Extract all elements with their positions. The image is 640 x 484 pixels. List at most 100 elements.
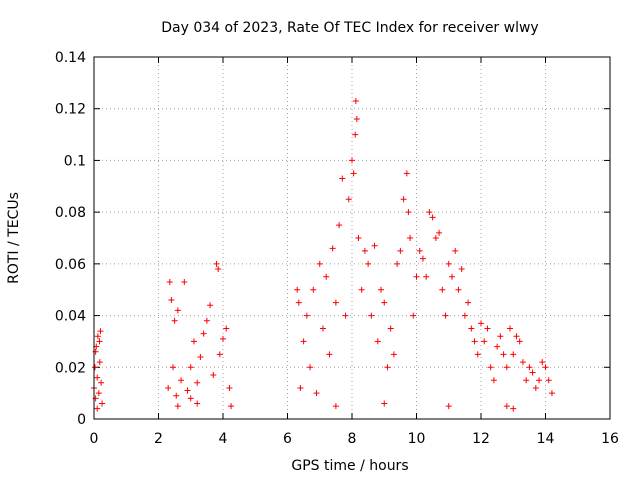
data-point-marker: [316, 260, 323, 267]
data-point-marker: [187, 364, 194, 371]
data-point-marker: [439, 286, 446, 293]
y-tick-label: 0.02: [55, 360, 86, 376]
y-tick-label: 0.06: [55, 257, 86, 273]
data-point-marker: [416, 247, 423, 254]
data-point-marker: [203, 317, 210, 324]
data-point-marker: [529, 369, 536, 376]
x-tick-label: 2: [154, 431, 163, 447]
y-tick-label: 0.04: [55, 309, 86, 325]
data-point-marker: [381, 400, 388, 407]
data-point-marker: [99, 400, 106, 407]
data-point-marker: [423, 273, 430, 280]
data-point-marker: [361, 247, 368, 254]
data-point-marker: [532, 384, 539, 391]
data-point-marker: [210, 372, 217, 379]
data-point-marker: [194, 400, 201, 407]
data-point-marker: [307, 364, 314, 371]
data-point-marker: [336, 222, 343, 229]
data-point-marker: [173, 392, 180, 399]
data-point-marker: [426, 209, 433, 216]
y-tick-label: 0.08: [55, 205, 86, 221]
data-point-marker: [407, 235, 414, 241]
data-point-marker: [303, 312, 310, 319]
data-point-marker: [507, 325, 514, 332]
x-tick-label: 8: [348, 431, 357, 447]
x-tick-label: 12: [472, 431, 490, 447]
data-point-marker: [478, 320, 484, 327]
data-point-marker: [94, 374, 101, 381]
data-point-marker: [381, 299, 388, 306]
data-point-marker: [510, 405, 517, 412]
data-point-marker: [513, 333, 520, 340]
x-axis-label: GPS time / hours: [291, 458, 408, 474]
data-point-marker: [410, 312, 417, 319]
data-point-marker: [91, 364, 98, 371]
data-point-marker: [384, 364, 391, 371]
data-point-marker: [390, 351, 397, 358]
x-tick-label: 4: [219, 431, 228, 447]
data-point-marker: [413, 273, 420, 280]
x-tick-label: 10: [408, 431, 426, 447]
data-point-marker: [458, 266, 465, 273]
data-point-marker: [174, 403, 181, 410]
data-point-marker: [539, 359, 546, 366]
y-tick-label: 0: [77, 412, 86, 428]
data-point-marker: [94, 333, 101, 340]
data-point-marker: [405, 209, 412, 216]
data-point-marker: [187, 395, 194, 402]
data-point-marker: [516, 338, 523, 345]
data-point-marker: [200, 330, 207, 337]
y-tick-label: 0.1: [64, 153, 86, 169]
data-point-marker: [300, 338, 307, 345]
data-point-marker: [349, 157, 355, 164]
data-point-marker: [352, 97, 359, 104]
data-point-marker: [226, 384, 233, 391]
data-point-marker: [526, 364, 533, 371]
data-point-marker: [207, 302, 214, 309]
data-point-marker: [436, 229, 443, 236]
data-point-marker: [98, 379, 105, 386]
data-point-marker: [465, 299, 472, 306]
data-point-marker: [216, 351, 223, 358]
data-points: [91, 97, 555, 412]
data-point-marker: [95, 390, 102, 397]
data-point-marker: [178, 377, 185, 384]
data-point-marker: [519, 359, 526, 366]
data-point-marker: [297, 384, 304, 391]
data-point-marker: [487, 364, 494, 371]
x-tick-label: 16: [601, 431, 619, 447]
plot-frame: [93, 56, 611, 420]
data-point-marker: [503, 403, 510, 410]
data-point-marker: [313, 390, 320, 397]
data-point-marker: [332, 403, 339, 410]
data-point-marker: [174, 307, 181, 314]
data-point-marker: [215, 266, 222, 273]
data-point-marker: [213, 260, 220, 267]
data-point-marker: [358, 286, 365, 293]
data-point-marker: [403, 170, 410, 177]
y-axis-label: ROTI / TECUs: [6, 192, 22, 284]
data-point-marker: [295, 299, 302, 306]
data-point-marker: [503, 364, 510, 371]
data-point-marker: [448, 273, 455, 280]
data-point-marker: [536, 377, 543, 384]
data-point-marker: [545, 377, 552, 384]
data-point-marker: [461, 312, 468, 319]
data-point-marker: [455, 286, 462, 293]
data-point-marker: [350, 170, 357, 177]
data-point-marker: [190, 338, 197, 345]
data-point-marker: [184, 387, 191, 394]
chart-title: Day 034 of 2023, Rate Of TEC Index for r…: [161, 20, 538, 36]
data-point-marker: [332, 299, 339, 306]
data-point-marker: [394, 260, 401, 267]
data-point-marker: [294, 286, 301, 293]
data-point-marker: [339, 175, 346, 182]
data-point-marker: [474, 351, 481, 358]
data-point-marker: [355, 235, 362, 241]
data-point-marker: [220, 335, 226, 342]
data-point-marker: [352, 131, 359, 138]
data-point-marker: [374, 338, 381, 345]
data-point-marker: [194, 379, 201, 386]
